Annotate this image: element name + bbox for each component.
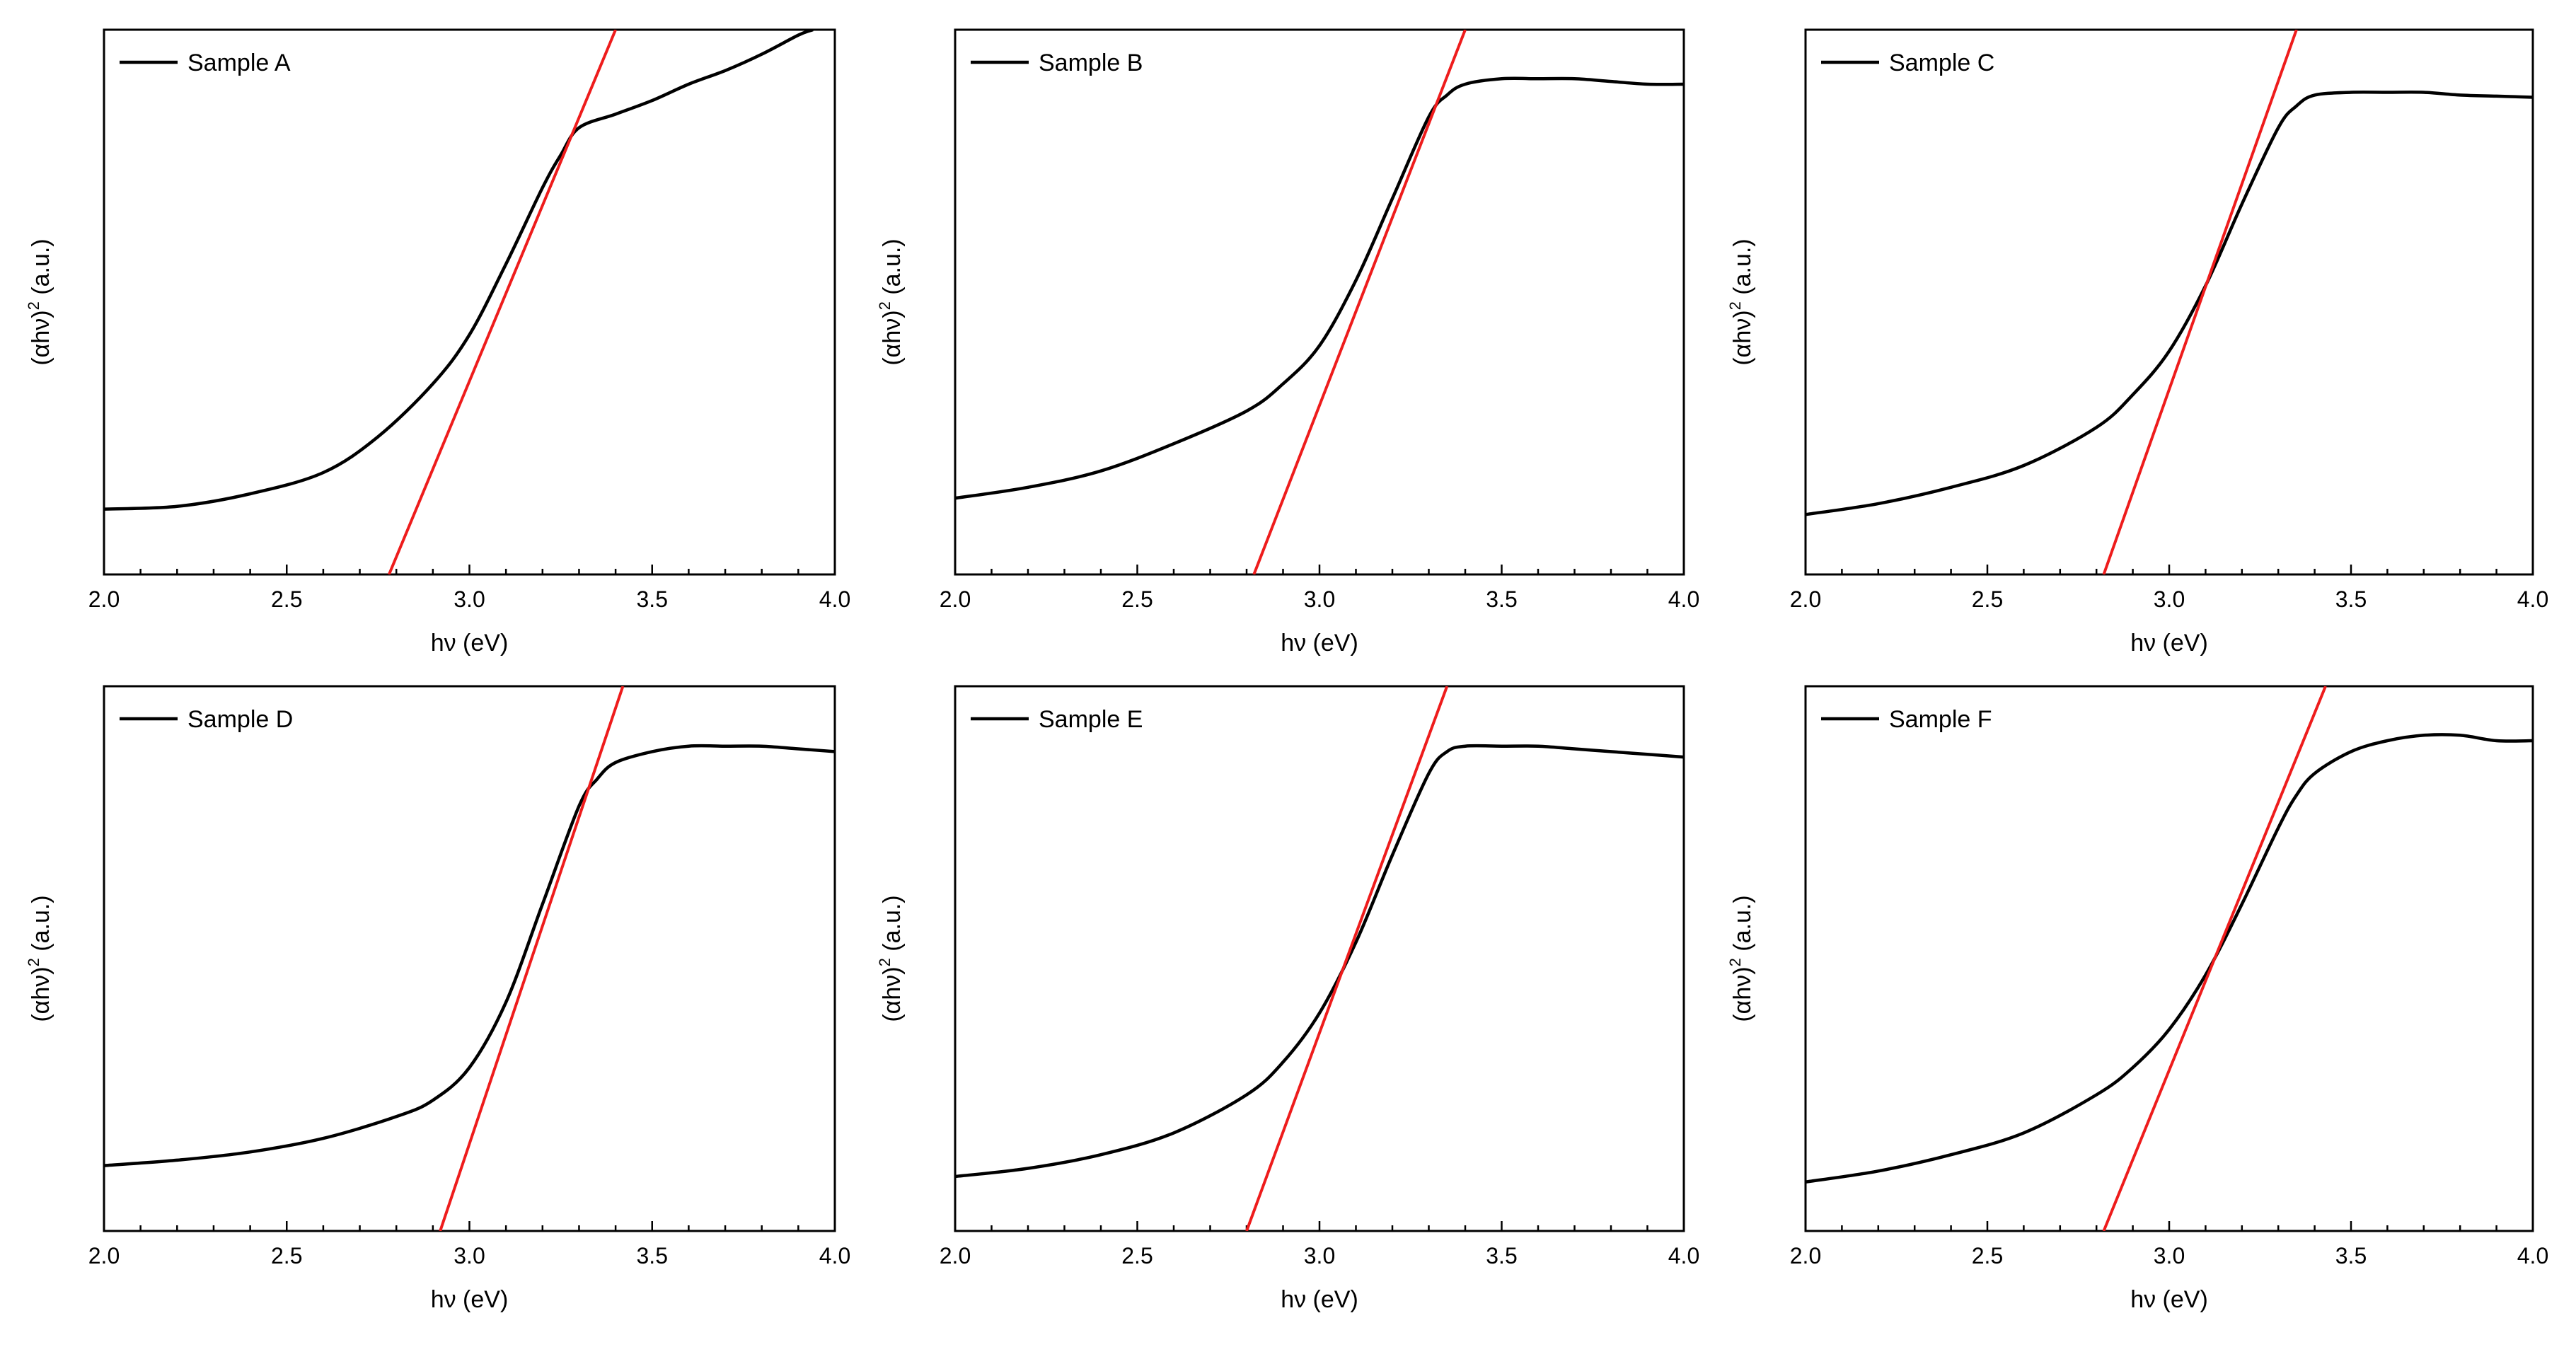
x-axis-title: hν (eV) [431, 630, 509, 657]
y-title-units: (a.u.) [879, 895, 906, 958]
y-title-exponent: 2 [25, 958, 42, 966]
chart-panel-1: 2.0 2.5 3.0 3.5 4.0 hν (eV) (αhν)2 (a.u.) Sampl… [25, 28, 850, 657]
chart-panel-4: 2.0 2.5 3.0 3.5 4.0 hν (eV) (αhν)2 (a.u.) Sampl… [25, 685, 850, 1313]
y-title-exponent: 2 [1726, 301, 1744, 310]
x-tick-label: 3.0 [454, 586, 485, 612]
x-axis-title: hν (eV) [1281, 630, 1358, 657]
linear-fit-line [1252, 30, 1467, 574]
y-title-base: (αhν) [879, 310, 906, 365]
x-tick-label: 4.0 [2517, 586, 2548, 612]
legend-label: Sample C [1889, 50, 1994, 76]
chart-panel-5: 2.0 2.5 3.0 3.5 4.0 hν (eV) (αhν)2 (a.u.) Sampl… [876, 685, 1699, 1313]
y-title-base: (αhν) [879, 966, 906, 1022]
x-tick-label: 3.0 [1304, 586, 1335, 612]
data-series-line [955, 744, 1684, 1179]
plot-frame [1804, 685, 2534, 1232]
y-title-units: (a.u.) [879, 238, 906, 301]
x-tick-label: 3.5 [1486, 586, 1517, 612]
x-tick-label: 3.5 [637, 586, 668, 612]
linear-fit-line [2102, 686, 2327, 1231]
x-tick-label: 3.5 [637, 1243, 668, 1268]
x-tick-label: 2.5 [1121, 1243, 1153, 1268]
y-axis-title: (αhν)2 (a.u.) [876, 238, 906, 365]
y-axis-title: (αhν)2 (a.u.) [876, 895, 906, 1022]
y-axis-title: (αhν)2 (a.u.) [25, 238, 54, 365]
y-title-exponent: 2 [25, 301, 42, 310]
x-axis-title: hν (eV) [2130, 630, 2208, 657]
x-axis-title: hν (eV) [1281, 1286, 1358, 1313]
x-tick-label: 2.5 [1972, 586, 2003, 612]
chart-panel-3: 2.0 2.5 3.0 3.5 4.0 hν (eV) (αhν)2 (a.u.) Sampl… [1726, 28, 2548, 657]
y-title-base: (αhν) [28, 310, 54, 365]
x-tick-label: 3.5 [2335, 586, 2367, 612]
x-axis-title: hν (eV) [2130, 1286, 2208, 1313]
y-title-units: (a.u.) [1729, 895, 1756, 958]
x-tick-label: 2.0 [88, 1243, 120, 1268]
y-title-units: (a.u.) [28, 895, 54, 958]
data-series-line [1806, 733, 2533, 1184]
legend-label: Sample B [1039, 50, 1143, 76]
x-tick-label: 3.0 [2154, 586, 2185, 612]
plot-frame [103, 685, 836, 1232]
data-series-line [955, 76, 1684, 500]
linear-fit-line [2102, 30, 2298, 574]
plot-frame [103, 28, 836, 576]
legend-label: Sample A [187, 50, 291, 76]
x-tick-label: 2.0 [940, 586, 971, 612]
x-tick-label: 3.0 [454, 1243, 485, 1268]
x-tick-label: 4.0 [819, 1243, 850, 1268]
legend-label: Sample F [1889, 706, 1992, 733]
linear-fit-line [439, 686, 625, 1231]
x-tick-label: 2.5 [1972, 1243, 2003, 1268]
data-series-line [1806, 90, 2533, 516]
y-axis-title: (αhν)2 (a.u.) [25, 895, 54, 1022]
plot-frame [954, 28, 1685, 576]
x-tick-label: 3.0 [2154, 1243, 2185, 1268]
x-tick-label: 2.0 [88, 586, 120, 612]
y-axis-title: (αhν)2 (a.u.) [1726, 895, 1756, 1022]
x-tick-label: 4.0 [819, 586, 850, 612]
x-tick-label: 3.5 [2335, 1243, 2367, 1268]
plot-frame [954, 685, 1685, 1232]
legend-label: Sample E [1039, 706, 1143, 733]
y-title-units: (a.u.) [28, 238, 54, 301]
x-tick-label: 4.0 [2517, 1243, 2548, 1268]
x-tick-label: 4.0 [1668, 586, 1699, 612]
linear-fit-line [1245, 686, 1449, 1231]
y-title-exponent: 2 [876, 301, 894, 310]
x-tick-label: 2.5 [271, 1243, 302, 1268]
y-title-base: (αhν) [1729, 966, 1756, 1022]
legend-label: Sample D [187, 706, 293, 733]
x-tick-label: 3.0 [1304, 1243, 1335, 1268]
plot-frame [1804, 28, 2534, 576]
y-title-exponent: 2 [876, 958, 894, 966]
x-tick-label: 2.0 [1790, 586, 1821, 612]
x-tick-label: 2.0 [1790, 1243, 1821, 1268]
y-title-base: (αhν) [1729, 310, 1756, 365]
y-title-exponent: 2 [1726, 958, 1744, 966]
x-tick-label: 2.0 [940, 1243, 971, 1268]
linear-fit-line [388, 30, 617, 574]
x-tick-label: 2.5 [1121, 586, 1153, 612]
chart-panel-6: 2.0 2.5 3.0 3.5 4.0 hν (eV) (αhν)2 (a.u.) Sampl… [1726, 685, 2548, 1313]
y-axis-title: (αhν)2 (a.u.) [1726, 238, 1756, 365]
x-tick-label: 2.5 [271, 586, 302, 612]
data-series-line [104, 30, 814, 511]
x-tick-label: 3.5 [1486, 1243, 1517, 1268]
data-series-line [104, 744, 835, 1167]
x-axis-title: hν (eV) [431, 1286, 509, 1313]
chart-panel-2: 2.0 2.5 3.0 3.5 4.0 hν (eV) (αhν)2 (a.u.) Sampl… [876, 28, 1699, 657]
y-title-base: (αhν) [28, 966, 54, 1022]
x-tick-label: 4.0 [1668, 1243, 1699, 1268]
y-title-units: (a.u.) [1729, 238, 1756, 301]
